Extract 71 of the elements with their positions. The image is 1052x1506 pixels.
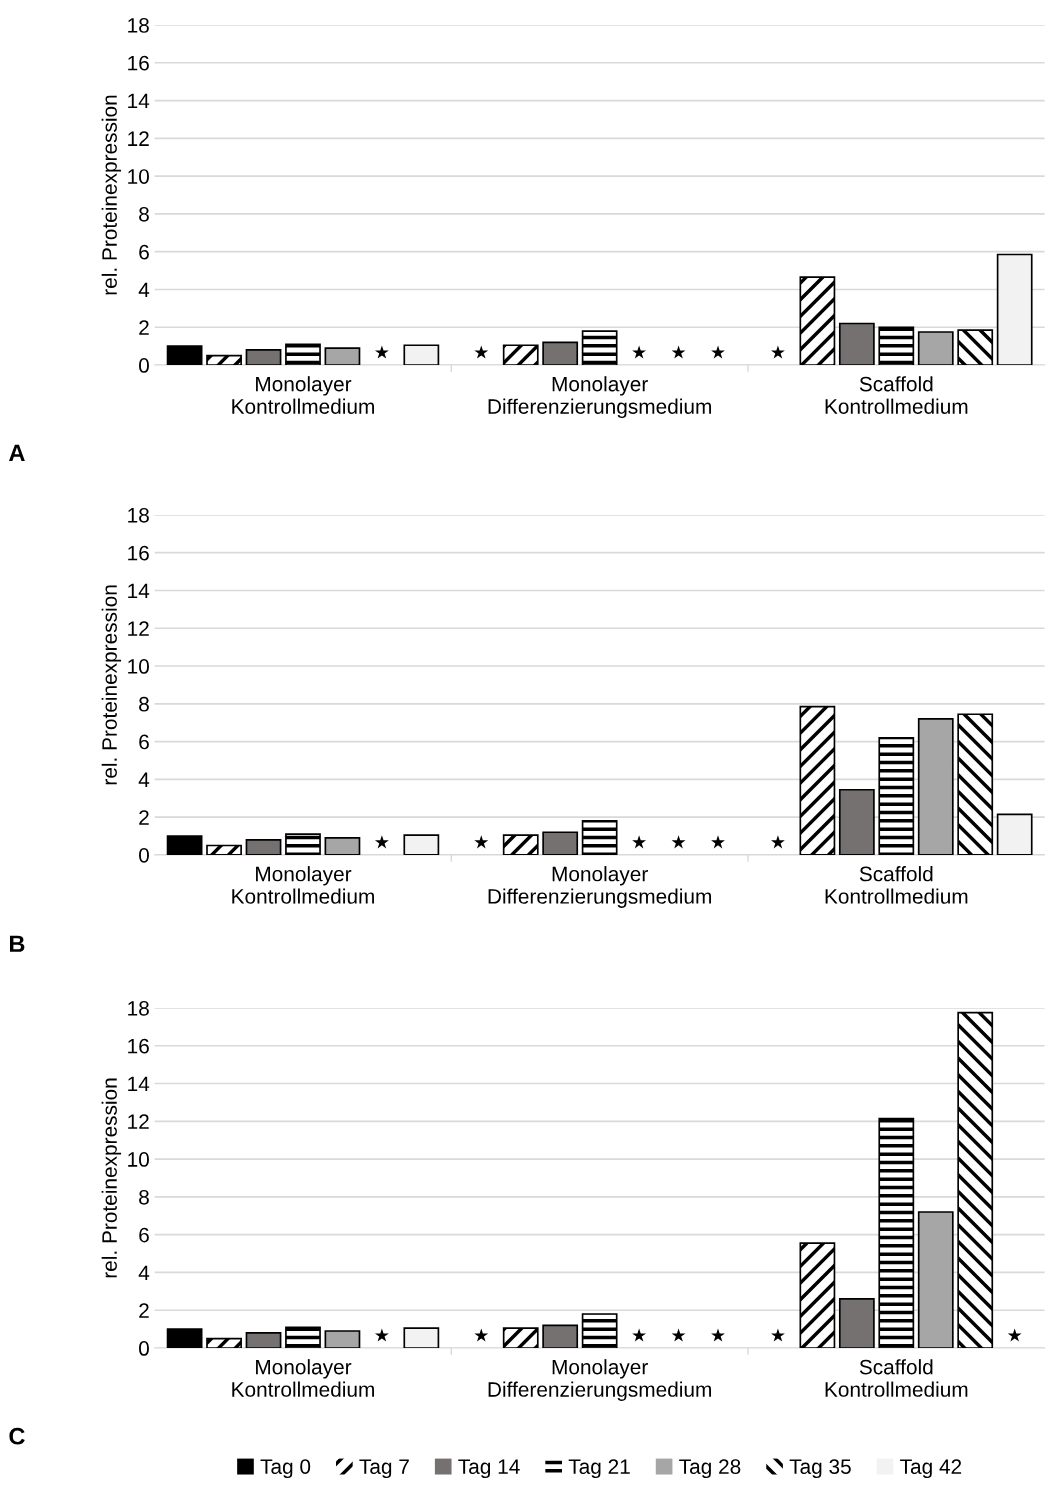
- y-tick-label: 0: [139, 1341, 149, 1356]
- y-tick-label: 8: [139, 696, 149, 712]
- y-tick-label: 14: [128, 583, 150, 599]
- x-tick-label: Monolayer Differenzierungsmedium: [488, 866, 711, 908]
- text: ★: [771, 835, 785, 849]
- text: ★: [474, 835, 489, 849]
- y-tick-label: 14: [128, 1076, 150, 1092]
- text: ★: [711, 835, 725, 849]
- y-axis-title: rel. Proteinexpression: [101, 95, 122, 295]
- y-tick-label: 6: [139, 244, 149, 260]
- legend-label: Tag 7: [359, 1459, 409, 1479]
- y-tick-label: 8: [139, 206, 149, 222]
- text: C: [9, 1427, 25, 1445]
- legend-label: Tag 42: [900, 1459, 962, 1479]
- y-tick-label: 6: [139, 1227, 149, 1243]
- x-tick-label: Monolayer Kontrollmedium: [232, 1359, 374, 1397]
- legend-label: Tag 0: [260, 1459, 311, 1479]
- y-axis-title: rel. Proteinexpression: [101, 585, 122, 785]
- y-tick-label: 14: [128, 93, 150, 109]
- y-tick-label: 2: [139, 810, 149, 825]
- legend-label: Tag 28: [679, 1459, 741, 1479]
- text: ★: [374, 345, 389, 359]
- y-tick-label: 10: [128, 1152, 149, 1167]
- text: ★: [1007, 1328, 1022, 1342]
- y-tick-label: 12: [128, 131, 149, 146]
- y-tick-label: 16: [128, 545, 149, 561]
- y-tick-label: 2: [139, 320, 149, 335]
- text: ★: [374, 835, 389, 849]
- legend-label: Tag 35: [789, 1459, 851, 1479]
- y-tick-label: 6: [139, 734, 149, 750]
- y-tick-label: 16: [128, 55, 149, 71]
- text: ★: [671, 835, 686, 849]
- x-tick-label: Monolayer Kontrollmedium: [232, 866, 374, 904]
- y-axis-title: rel. Proteinexpression: [101, 1078, 122, 1278]
- text: ★: [671, 1328, 686, 1342]
- text: ★: [771, 1328, 785, 1342]
- text: ★: [711, 345, 725, 359]
- x-tick-label: Scaffold Kontrollmedium: [825, 1359, 968, 1397]
- x-tick-label: Monolayer Kontrollmedium: [232, 376, 374, 414]
- text: ★: [711, 1328, 725, 1342]
- y-tick-label: 18: [128, 1000, 149, 1016]
- y-tick-label: 12: [128, 621, 149, 636]
- legend-label: Tag 21: [568, 1459, 630, 1479]
- text: ★: [632, 835, 647, 849]
- y-tick-label: 4: [138, 282, 150, 298]
- text: ★: [771, 345, 785, 359]
- text: A: [9, 444, 25, 461]
- text: ★: [374, 1328, 389, 1342]
- x-tick-label: Monolayer Differenzierungsmedium: [488, 376, 711, 419]
- y-tick-label: 4: [138, 772, 150, 787]
- text: B: [9, 935, 25, 952]
- y-tick-label: 0: [139, 358, 149, 373]
- y-tick-label: 16: [128, 1038, 149, 1054]
- y-tick-label: 10: [128, 659, 149, 674]
- y-tick-label: 2: [139, 1303, 149, 1318]
- text: ★: [632, 1328, 647, 1342]
- y-tick-label: 18: [128, 507, 149, 523]
- y-tick-label: 8: [139, 1189, 149, 1205]
- y-tick-label: 0: [139, 847, 149, 863]
- x-tick-label: Monolayer Differenzierungsmedium: [488, 1359, 711, 1401]
- y-tick-label: 18: [128, 18, 149, 33]
- text: ★: [474, 1328, 489, 1342]
- text: ★: [474, 345, 489, 359]
- legend-label: Tag 14: [458, 1459, 520, 1479]
- x-tick-label: Scaffold Kontrollmedium: [825, 866, 968, 904]
- text: ★: [632, 345, 647, 359]
- x-tick-label: Scaffold Kontrollmedium: [825, 376, 968, 414]
- text: ★: [671, 345, 686, 359]
- y-tick-label: 12: [128, 1114, 149, 1129]
- y-tick-label: 10: [128, 169, 149, 184]
- y-tick-label: 4: [138, 1265, 150, 1280]
